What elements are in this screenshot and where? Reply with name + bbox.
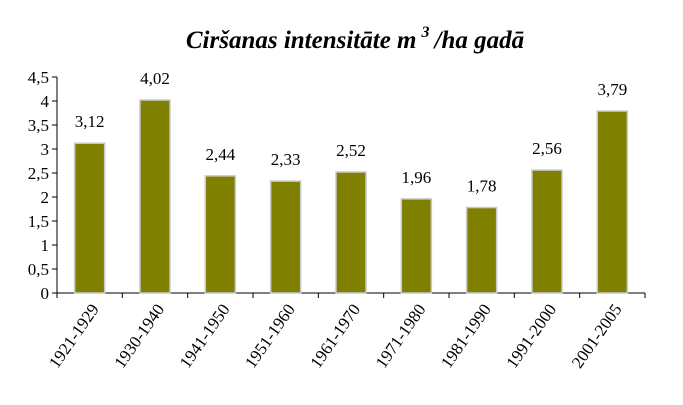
x-tick-label: 1991-2000 <box>502 300 560 371</box>
data-label: 2,52 <box>336 141 366 160</box>
y-tick-label: 3 <box>41 140 50 159</box>
bar <box>335 171 367 294</box>
x-tick-label: 1971-1980 <box>372 300 430 371</box>
y-tick-label: 1,5 <box>28 212 49 231</box>
bar <box>269 180 302 294</box>
title-suffix: /ha gadā <box>433 27 525 54</box>
y-tick-label: 2 <box>41 188 50 207</box>
bar <box>596 110 629 294</box>
bar <box>204 175 237 294</box>
data-label: 1,78 <box>467 177 497 196</box>
y-tick-label: 4 <box>41 92 50 111</box>
x-tick-label: 1981-1990 <box>437 300 495 371</box>
chart-title: Ciršanas intensitāte m 3/ha gadā <box>186 24 524 54</box>
data-label: 2,44 <box>205 145 235 164</box>
data-label: 4,02 <box>140 69 170 88</box>
bar <box>465 206 498 294</box>
bar <box>73 142 106 294</box>
x-tick-label: 1921-1929 <box>45 300 103 371</box>
data-label: 3,79 <box>597 80 627 99</box>
y-tick-label: 3,5 <box>28 116 49 135</box>
bar <box>139 99 171 294</box>
x-tick-label: 2001-2005 <box>568 300 626 371</box>
title-text: Ciršanas intensitāte m <box>186 27 417 54</box>
y-tick-label: 0 <box>41 284 50 303</box>
x-tick-label: 1930-1940 <box>110 300 168 371</box>
bar <box>531 169 563 294</box>
y-tick-label: 0,5 <box>28 260 49 279</box>
data-label: 3,12 <box>75 112 105 131</box>
x-tick-label: 1951-1960 <box>241 300 299 371</box>
x-tick-label: 1961-1970 <box>306 300 364 371</box>
data-label: 2,56 <box>532 139 562 158</box>
title-superscript: 3 <box>421 24 430 41</box>
y-tick-label: 2,5 <box>28 164 49 183</box>
x-tick-label: 1941-1950 <box>176 300 234 371</box>
y-tick-label: 4,5 <box>28 68 49 87</box>
data-label: 1,96 <box>401 168 431 187</box>
bar <box>400 198 433 294</box>
data-label: 2,33 <box>271 150 301 169</box>
y-tick-label: 1 <box>41 236 50 255</box>
